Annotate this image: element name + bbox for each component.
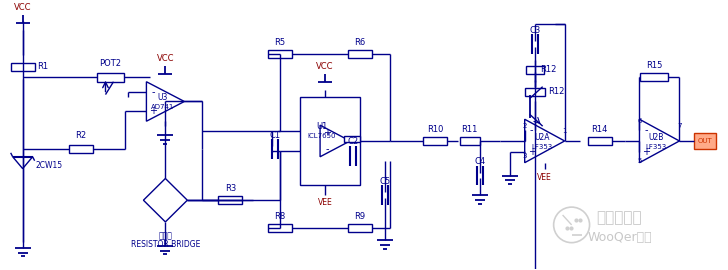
Bar bbox=[460, 137, 480, 145]
Bar bbox=[268, 224, 292, 232]
Text: C3: C3 bbox=[529, 26, 540, 35]
Text: -: - bbox=[325, 144, 329, 154]
Bar bbox=[344, 136, 360, 142]
Text: R14: R14 bbox=[591, 125, 608, 134]
Text: U1: U1 bbox=[317, 122, 328, 131]
Bar bbox=[97, 73, 124, 82]
Text: VCC: VCC bbox=[14, 3, 31, 12]
Text: +: + bbox=[149, 106, 157, 116]
Text: +: + bbox=[528, 147, 536, 157]
Text: R15: R15 bbox=[646, 61, 662, 70]
Text: AD741: AD741 bbox=[151, 104, 174, 110]
Text: R2: R2 bbox=[75, 131, 86, 140]
Text: U3: U3 bbox=[157, 93, 167, 102]
Text: R8: R8 bbox=[274, 212, 286, 221]
Text: POT2: POT2 bbox=[100, 59, 122, 68]
Text: VEE: VEE bbox=[317, 198, 333, 207]
Text: +: + bbox=[643, 147, 650, 157]
Text: U2A: U2A bbox=[534, 133, 550, 141]
Text: 6: 6 bbox=[637, 118, 641, 124]
Text: 2CW15: 2CW15 bbox=[36, 161, 63, 170]
Text: +: + bbox=[323, 128, 331, 138]
Bar bbox=[695, 133, 716, 149]
Bar bbox=[641, 73, 668, 81]
Text: R12: R12 bbox=[547, 87, 564, 96]
Text: 5: 5 bbox=[637, 158, 641, 164]
Text: VEE: VEE bbox=[537, 173, 552, 181]
Text: R12: R12 bbox=[539, 65, 556, 75]
Text: R6: R6 bbox=[355, 38, 365, 47]
Text: 3: 3 bbox=[523, 153, 527, 159]
Text: R10: R10 bbox=[427, 125, 443, 134]
Bar bbox=[68, 145, 92, 153]
Bar bbox=[587, 137, 612, 145]
Text: C5: C5 bbox=[379, 177, 390, 186]
Text: LF353: LF353 bbox=[531, 144, 553, 150]
Bar bbox=[268, 50, 292, 58]
Text: 2: 2 bbox=[523, 123, 527, 129]
Bar bbox=[11, 63, 35, 71]
Bar bbox=[348, 50, 372, 58]
Text: R9: R9 bbox=[355, 212, 365, 221]
Bar bbox=[348, 224, 372, 232]
Bar bbox=[423, 137, 447, 145]
Text: 7: 7 bbox=[677, 123, 681, 129]
Text: WooQer线库: WooQer线库 bbox=[587, 231, 652, 244]
Text: C1: C1 bbox=[269, 131, 281, 140]
Text: 电子发烧友: 电子发烧友 bbox=[597, 211, 642, 225]
Text: R1: R1 bbox=[38, 62, 49, 72]
Text: U2B: U2B bbox=[649, 133, 664, 141]
Text: -: - bbox=[151, 87, 155, 97]
Bar bbox=[525, 88, 545, 96]
Text: LF353: LF353 bbox=[646, 144, 667, 150]
Text: C4: C4 bbox=[474, 157, 486, 166]
Bar bbox=[218, 196, 242, 204]
Text: OUT: OUT bbox=[698, 138, 713, 144]
Text: -: - bbox=[645, 125, 648, 135]
Text: 1: 1 bbox=[562, 128, 567, 134]
Text: RESISTOR BRIDGE: RESISTOR BRIDGE bbox=[131, 240, 200, 249]
Text: VCC: VCC bbox=[157, 54, 174, 63]
Text: R5: R5 bbox=[274, 38, 285, 47]
Text: R3: R3 bbox=[225, 184, 236, 193]
Text: R11: R11 bbox=[462, 125, 478, 134]
Bar bbox=[526, 66, 544, 74]
Bar bbox=[300, 97, 360, 185]
Text: C2: C2 bbox=[347, 137, 359, 146]
Text: 传感器: 传感器 bbox=[159, 232, 173, 241]
Text: VCC: VCC bbox=[317, 62, 334, 71]
Text: -: - bbox=[530, 125, 534, 135]
Text: ICL7650: ICL7650 bbox=[308, 133, 336, 139]
